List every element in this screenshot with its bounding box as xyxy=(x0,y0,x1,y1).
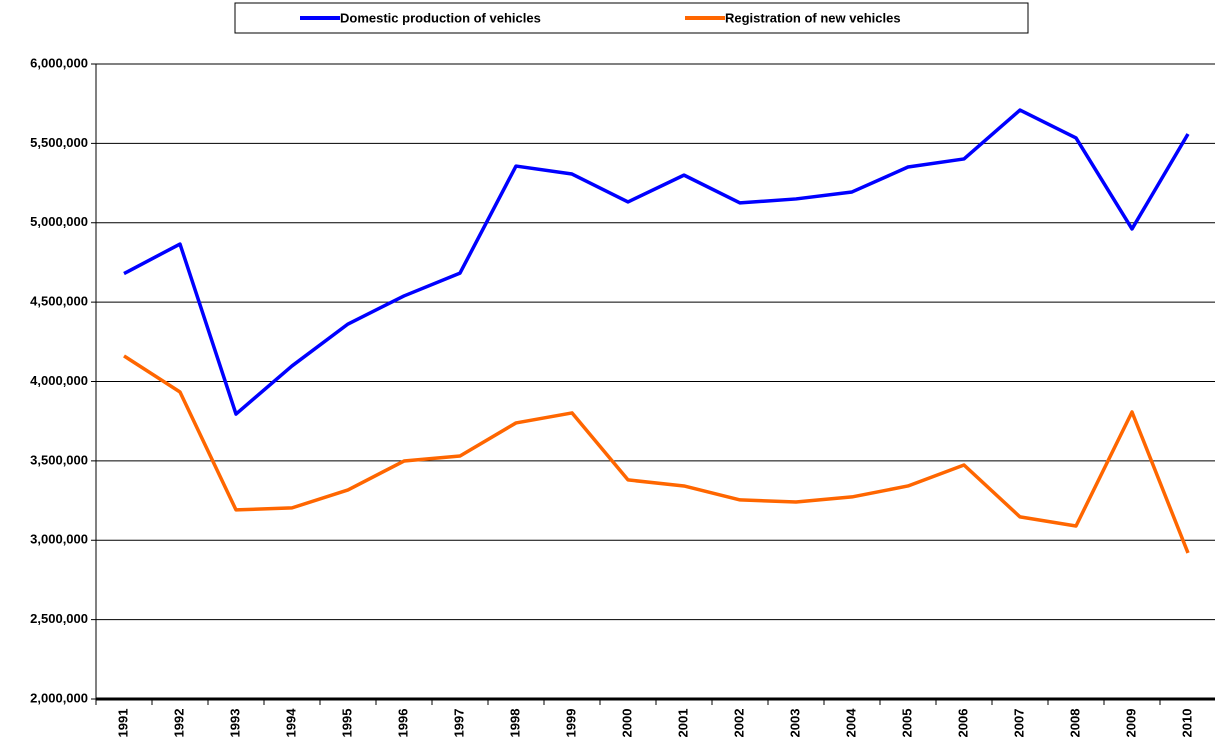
x-tick-label: 2003 xyxy=(787,709,802,738)
line-series xyxy=(123,108,1190,416)
x-tick-label: 2007 xyxy=(1011,709,1026,738)
x-tick-label: 2000 xyxy=(619,709,634,738)
y-tick-label: 4,000,000 xyxy=(30,373,88,388)
x-tick-label: 1997 xyxy=(451,709,466,738)
x-tick-label: 2004 xyxy=(843,708,858,738)
y-tick-label: 2,000,000 xyxy=(30,690,88,705)
x-tick-label: 1998 xyxy=(507,709,522,738)
x-tick-label: 2010 xyxy=(1179,709,1194,738)
x-tick-label: 2008 xyxy=(1067,709,1082,738)
line-series xyxy=(123,354,1190,554)
x-tick-label: 2001 xyxy=(675,709,690,738)
legend-box xyxy=(234,2,1029,34)
x-tick-label: 1992 xyxy=(171,709,186,738)
x-tick-label: 1991 xyxy=(115,709,130,738)
y-tick-label: 3,000,000 xyxy=(30,532,88,547)
x-tick-label: 1994 xyxy=(283,708,298,738)
x-tick-label: 1996 xyxy=(395,709,410,738)
x-tick-label: 2005 xyxy=(899,709,914,738)
legend-label: Registration of new vehicles xyxy=(725,10,901,25)
x-tick-label: 2002 xyxy=(731,709,746,738)
x-tick-label: 2006 xyxy=(955,709,970,738)
y-tick-label: 6,000,000 xyxy=(30,55,88,70)
x-tick-label: 1993 xyxy=(227,709,242,738)
x-tick-label: 1999 xyxy=(563,709,578,738)
y-tick-label: 5,500,000 xyxy=(30,135,88,150)
x-tick-label: 2009 xyxy=(1123,709,1138,738)
legend-label: Domestic production of vehicles xyxy=(340,10,541,25)
y-tick-label: 3,500,000 xyxy=(30,452,88,467)
x-tick-label: 1995 xyxy=(339,709,354,738)
y-tick-label: 4,500,000 xyxy=(30,294,88,309)
y-tick-label: 5,000,000 xyxy=(30,214,88,229)
y-tick-label: 2,500,000 xyxy=(30,611,88,626)
